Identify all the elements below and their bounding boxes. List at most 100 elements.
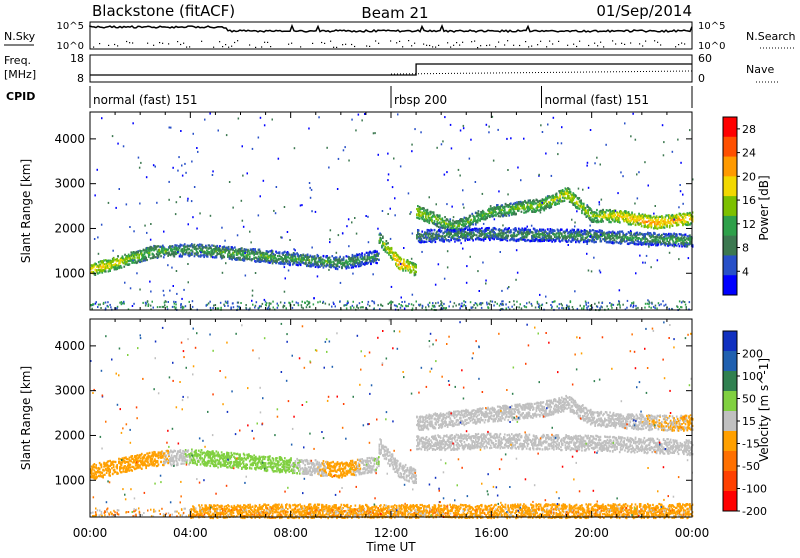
nsearch-point — [423, 44, 424, 45]
noise-point — [132, 259, 134, 261]
noise-point — [378, 154, 380, 156]
echo-point — [470, 215, 472, 217]
echo-point — [687, 235, 689, 237]
echo-point — [485, 215, 487, 217]
echo-point — [339, 256, 341, 258]
noise-point — [454, 241, 456, 243]
echo-point — [681, 237, 683, 239]
echo-point — [623, 234, 625, 236]
echo-point — [322, 263, 324, 265]
echo-point — [389, 247, 391, 249]
echo-point — [467, 239, 469, 241]
echo-point — [346, 259, 348, 261]
echo-point — [645, 233, 647, 235]
echo-point — [505, 228, 507, 230]
echo-point — [323, 255, 325, 257]
echo-point — [651, 224, 653, 226]
echo-point — [398, 264, 400, 266]
nsearch-point — [519, 45, 520, 46]
echo-point — [184, 243, 186, 245]
echo-point — [521, 211, 523, 213]
echo-point — [180, 244, 182, 246]
echo-point — [170, 246, 172, 248]
echo-point — [137, 257, 139, 259]
echo-point — [600, 240, 602, 242]
echo-point — [271, 260, 273, 262]
echo-point — [562, 197, 564, 199]
nsearch-point — [576, 46, 577, 47]
noise-point — [346, 225, 348, 227]
echo-point — [288, 254, 290, 256]
nsearch-point — [411, 45, 412, 46]
noise-point — [542, 232, 544, 234]
echo-point — [630, 232, 632, 234]
echo-point — [508, 227, 510, 229]
nsearch-point — [267, 42, 268, 43]
echo-point — [310, 265, 312, 267]
noise-point — [598, 236, 600, 238]
echo-point — [498, 206, 500, 208]
echo-point — [163, 256, 165, 258]
noise-point — [156, 202, 158, 204]
echo-point — [554, 230, 556, 232]
echo-point — [459, 222, 461, 224]
echo-point — [519, 208, 521, 210]
freq-trace — [90, 64, 692, 75]
noise-point — [574, 222, 576, 224]
noise-point — [311, 189, 313, 191]
noise-point — [447, 266, 449, 268]
echo-point — [534, 200, 536, 202]
echo-point — [322, 261, 324, 263]
echo-point — [428, 213, 430, 215]
echo-point — [101, 266, 103, 268]
noise-point — [258, 258, 260, 260]
echo-point — [116, 267, 118, 269]
echo-point — [249, 256, 251, 258]
noise-point — [619, 289, 621, 291]
echo-point — [94, 274, 96, 276]
noise-point — [130, 287, 132, 289]
echo-point — [646, 221, 648, 223]
noise-point — [329, 238, 331, 240]
nsearch-point — [681, 43, 682, 44]
echo-point — [658, 239, 660, 241]
noise-point — [263, 180, 265, 182]
noise-point — [185, 172, 187, 174]
echo-point — [415, 274, 417, 276]
noise-point — [242, 220, 244, 222]
echo-point — [288, 257, 290, 259]
noise-point — [682, 194, 684, 196]
echo-point — [223, 251, 225, 253]
echo-point — [442, 225, 444, 227]
echo-point — [102, 264, 104, 266]
echo-point — [125, 263, 127, 265]
noise-point — [646, 255, 648, 257]
echo-point — [235, 249, 237, 251]
echo-point — [690, 222, 692, 224]
noise-point — [289, 239, 291, 241]
echo-point — [595, 215, 597, 217]
echo-point — [549, 235, 551, 237]
echo-point — [308, 265, 310, 267]
nsearch-point — [186, 47, 187, 48]
echo-point — [641, 225, 643, 227]
echo-point — [241, 247, 243, 249]
noise-point — [510, 137, 512, 139]
noise-point — [574, 290, 576, 292]
echo-point — [502, 237, 504, 239]
nsearch-point — [378, 43, 379, 44]
echo-point — [197, 248, 199, 250]
nsearch-point — [594, 43, 595, 44]
nsearch-point — [369, 46, 370, 47]
echo-point — [440, 218, 442, 220]
noise-point — [218, 130, 220, 132]
nsearch-point — [558, 41, 559, 42]
noise-point — [638, 171, 640, 173]
noise-point — [163, 231, 165, 233]
echo-point — [686, 238, 688, 240]
echo-point — [191, 253, 193, 255]
noise-point — [587, 162, 589, 164]
echo-point — [488, 235, 490, 237]
noise-point — [176, 270, 178, 272]
echo-point — [596, 217, 598, 219]
